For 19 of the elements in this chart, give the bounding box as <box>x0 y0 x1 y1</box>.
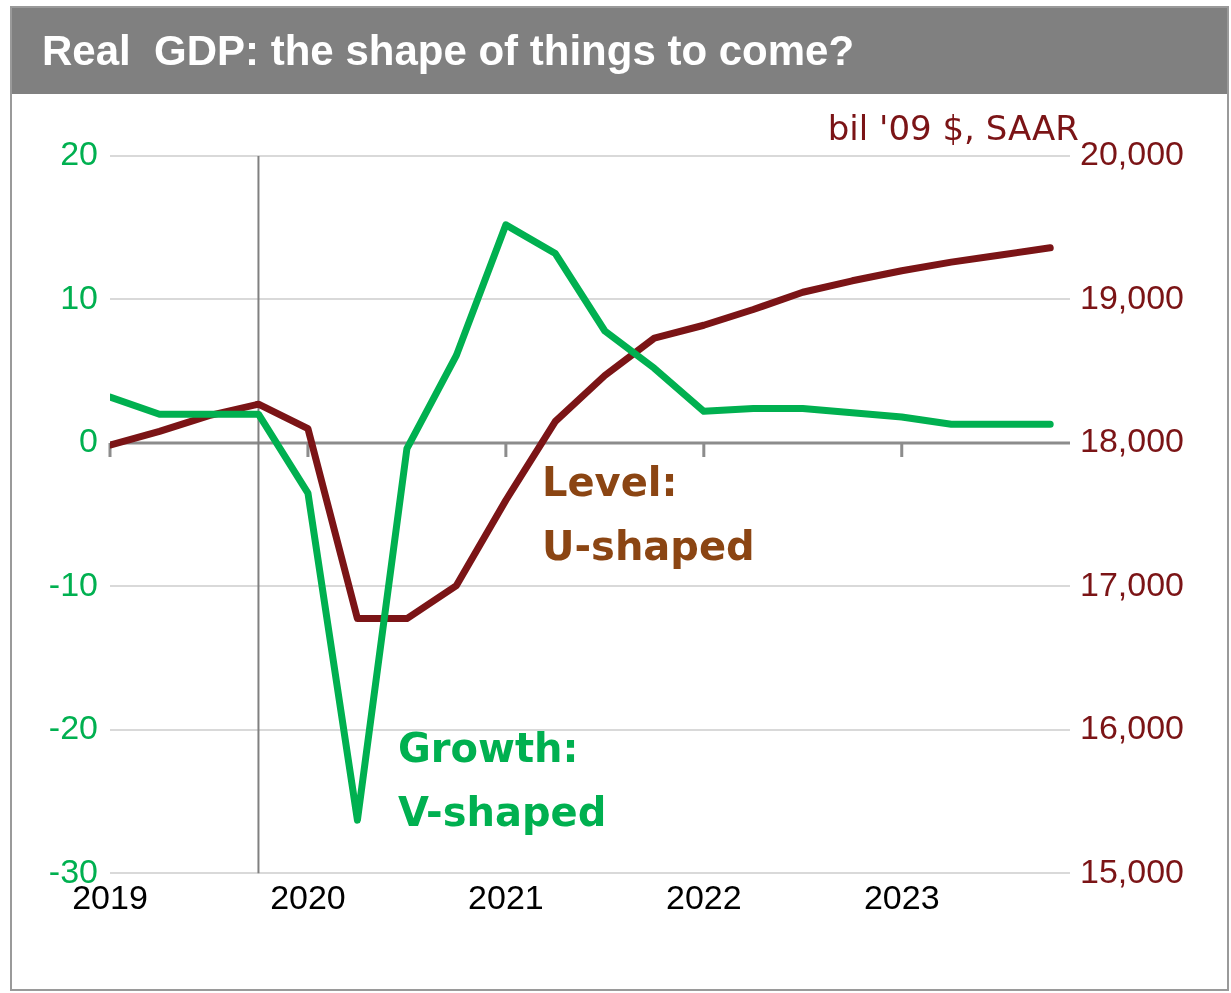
y2-tick-label: 16,000 <box>1080 708 1184 747</box>
y2-tick-label: 19,000 <box>1080 277 1184 316</box>
x-tick-label: 2020 <box>270 877 346 916</box>
y-tick-label: -10 <box>48 564 98 603</box>
y2-tick-label: 17,000 <box>1080 564 1184 603</box>
annotation: Level: U-shaped <box>542 459 755 570</box>
annotation: Growth: V-shaped <box>398 724 607 835</box>
y2-tick-label: 15,000 <box>1080 851 1184 890</box>
x-tick-label: 2022 <box>665 877 742 916</box>
x-tick-label: 2023 <box>863 877 940 916</box>
y-tick-label: 10 <box>60 277 98 316</box>
y2-tick-label: 18,000 <box>1080 421 1184 460</box>
y2-axis-title: bil '09 $, SAAR <box>827 108 1079 148</box>
y2-tick-label: 20,000 <box>1080 134 1184 173</box>
x-tick-label: 2021 <box>468 877 544 916</box>
y-tick-label: 20 <box>60 134 98 173</box>
chart-title: Real GDP: the shape of things to come? <box>12 8 1227 94</box>
y-tick-label: -20 <box>48 708 98 747</box>
y-tick-label: 0 <box>79 421 98 460</box>
